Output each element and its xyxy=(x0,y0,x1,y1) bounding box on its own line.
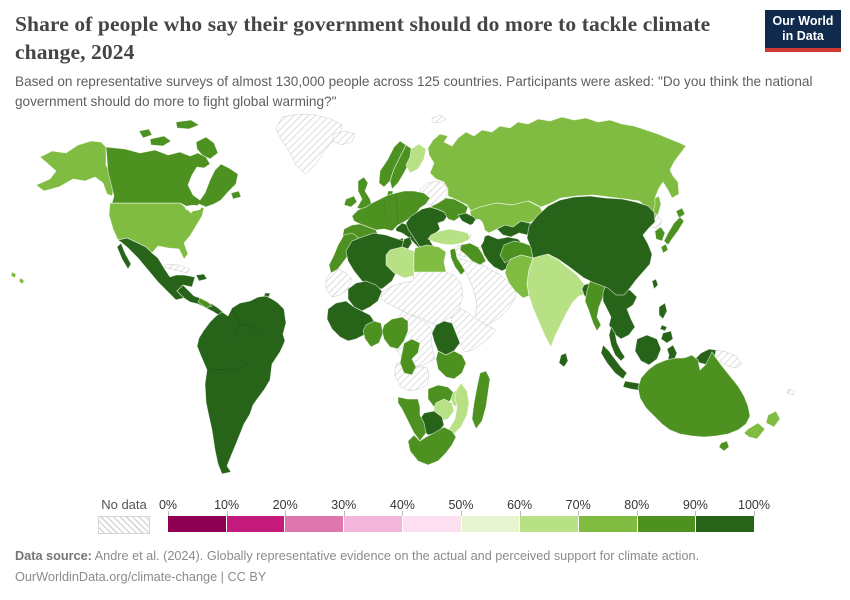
map-region-libya[interactable]: Libya — 60–70% xyxy=(385,246,415,279)
legend-tick-label: 50% xyxy=(448,498,474,512)
map-region-australia[interactable]: Australia — 80–90% xyxy=(637,351,751,438)
legend-tick-mark xyxy=(578,511,580,516)
map-region-malay-peninsula[interactable]: Malaysia — 90–100% xyxy=(608,326,626,362)
map-region-sri-lanka[interactable]: Sri Lanka — 90–100% xyxy=(558,352,569,368)
map-region-finland[interactable]: Finland — 60–70% xyxy=(405,143,427,174)
map-region-levant[interactable]: Israel & Jordan — 80–90% xyxy=(449,247,466,276)
map-region-sahara-band[interactable]: Niger, Chad & Sudan — No data xyxy=(380,271,464,326)
owid-logo-line1: Our World xyxy=(772,14,834,29)
map-region-tasmania[interactable]: Australia — 80–90% xyxy=(718,440,730,452)
legend-tick-label: 100% xyxy=(738,498,770,512)
owid-logo[interactable]: Our World in Data xyxy=(765,10,841,52)
map-region-sweden[interactable]: Sweden — 80–90% xyxy=(389,144,413,190)
map-region-tanzania[interactable]: Tanzania — 80–90% xyxy=(435,350,467,380)
owid-logo-line2: in Data xyxy=(782,29,824,43)
country-borders xyxy=(206,193,399,371)
datasource-text: Andre et al. (2024). Globally representa… xyxy=(91,549,700,563)
legend-bin-0–10%[interactable] xyxy=(168,516,227,532)
legend: 0% 10% 20% 30% 40% 50% 60% 70% 80% 90% 100% xyxy=(159,498,770,534)
map-region-cuba[interactable]: Cuba — No data xyxy=(163,263,191,274)
legend-tick-label: 80% xyxy=(624,498,650,512)
legend-tick-mark xyxy=(226,511,228,516)
legend-no-data-swatch[interactable] xyxy=(98,516,150,534)
datasource-label: Data source: xyxy=(15,549,92,563)
legend-ticks: 0% 10% 20% 30% 40% 50% 60% 70% 80% 90% 100% xyxy=(159,498,770,516)
legend-tick-label: 0% xyxy=(158,498,178,512)
legend-tick-label: 60% xyxy=(507,498,533,512)
legend-tick-mark xyxy=(168,511,169,516)
caspian-sea xyxy=(471,219,485,247)
map-region-greenland[interactable]: Greenland — No data xyxy=(275,113,343,175)
map-region-western-sahara[interactable]: Western Sahara & Mauritania — No data xyxy=(325,268,353,298)
map-region-iceland[interactable]: Iceland — No data xyxy=(331,130,356,146)
map-region-cameroon[interactable]: Cameroon & Gabon — 80–90% xyxy=(399,338,421,376)
legend-bin-80–90%[interactable] xyxy=(637,516,697,532)
map-region-turkey[interactable]: Turkey — 60–70% xyxy=(427,228,471,246)
legend-tick-mark xyxy=(343,511,345,516)
legend-bin-10–20%[interactable] xyxy=(226,516,286,532)
legend-tick-mark xyxy=(402,511,404,516)
legend-tick-label: 10% xyxy=(214,498,240,512)
map-region-madagascar[interactable]: Madagascar — 80–90% xyxy=(471,370,491,430)
map-region-south-america[interactable]: South America (Brazil, Argentina, Colomb… xyxy=(196,295,287,475)
legend-tick-mark xyxy=(519,511,521,516)
legend-tick-mark xyxy=(695,511,697,516)
map-region-south-korea[interactable]: South Korea — 80–90% xyxy=(654,226,666,242)
legend-bin-20–30%[interactable] xyxy=(285,516,345,532)
map-region-new-caledonia[interactable]: New Caledonia — No data xyxy=(786,388,796,396)
map-region-hawaii[interactable]: United States — 70–80% xyxy=(10,271,25,285)
legend-tick-mark xyxy=(636,511,638,516)
page-title: Share of people who say their government… xyxy=(15,12,711,65)
legend-tick-mark xyxy=(461,511,462,516)
map-region-mexico[interactable]: Mexico — 90–100% xyxy=(116,237,196,301)
license-line[interactable]: OurWorldinData.org/climate-change | CC B… xyxy=(15,570,267,585)
map-region-india[interactable]: India — 60–70% xyxy=(526,252,588,348)
map-region-indochina[interactable]: Thailand, Vietnam, Laos & Cambodia — 90–… xyxy=(602,280,638,340)
map-region-new-zealand[interactable]: New Zealand — 70–80% xyxy=(743,410,781,440)
legend-tick-mark xyxy=(754,511,755,516)
legend-bar xyxy=(168,516,755,532)
legend-tick-label: 30% xyxy=(331,498,357,512)
world-map: Greenland — No data Iceland — No data Sv… xyxy=(10,113,796,475)
map-region-south-africa[interactable]: South Africa — 80–90% xyxy=(407,426,457,466)
legend-bin-40–50%[interactable] xyxy=(402,516,462,532)
map-region-japan[interactable]: Japan — 80–90% xyxy=(660,207,686,254)
footer: Data source: Andre et al. (2024). Global… xyxy=(15,546,835,588)
map-region-namibia[interactable]: Namibia — 80–90% xyxy=(397,396,427,442)
chart-subtitle: Based on representative surveys of almos… xyxy=(15,74,813,109)
legend-tick-label: 70% xyxy=(565,498,591,512)
map-region-china[interactable]: China & Mongolia — 90–100% xyxy=(526,195,656,296)
legend-tick-label: 90% xyxy=(682,498,708,512)
map-region-canada-arctic-islands[interactable]: Canada — 80–90% xyxy=(138,119,242,200)
map-region-mali[interactable]: Mali — 90–100% xyxy=(347,280,383,312)
map-region-ghana[interactable]: Ghana, Togo & Benin — 80–90% xyxy=(362,320,384,348)
great-lakes xyxy=(185,205,201,211)
map-region-iraq[interactable]: Iraq — 80–90% xyxy=(459,242,487,266)
map-region-sakhalin[interactable]: Russia — 70–80% xyxy=(652,195,662,216)
map-region-alaska[interactable]: United States — 70–80% xyxy=(35,140,117,197)
legend-bin-60–70%[interactable] xyxy=(520,516,579,532)
map-region-hispaniola[interactable]: Dominican Republic & Haiti — 90–100% xyxy=(195,273,208,282)
legend-bin-50–60%[interactable] xyxy=(461,516,521,532)
legend-bin-90–100%[interactable] xyxy=(696,516,755,532)
map-region-ireland[interactable]: Ireland — 80–90% xyxy=(343,195,358,208)
map-region-tunisia[interactable]: Tunisia — 90–100% xyxy=(401,236,413,250)
legend-bin-30–40%[interactable] xyxy=(344,516,403,532)
map-region-nigeria[interactable]: Nigeria — 80–90% xyxy=(381,316,409,350)
map-region-pakistan[interactable]: Pakistan — 70–80% xyxy=(504,254,534,299)
map-region-egypt[interactable]: Egypt — 70–80% xyxy=(413,244,447,273)
legend-tick-label: 40% xyxy=(389,498,415,512)
map-region-canada[interactable]: Canada — 80–90% xyxy=(105,146,239,212)
legend-bin-70–80%[interactable] xyxy=(578,516,638,532)
legend-no-data-label: No data xyxy=(101,497,147,512)
legend-tick-label: 20% xyxy=(272,498,298,512)
map-region-philippines[interactable]: Philippines — 90–100% xyxy=(658,302,674,344)
legend-tick-mark xyxy=(285,511,287,516)
map-region-svalbard[interactable]: Svalbard — No data xyxy=(431,114,447,124)
map-region-taiwan[interactable]: Taiwan — 90–100% xyxy=(651,278,659,290)
map-region-nicaragua[interactable]: Honduras & Nicaragua — 80–90% xyxy=(197,297,213,309)
